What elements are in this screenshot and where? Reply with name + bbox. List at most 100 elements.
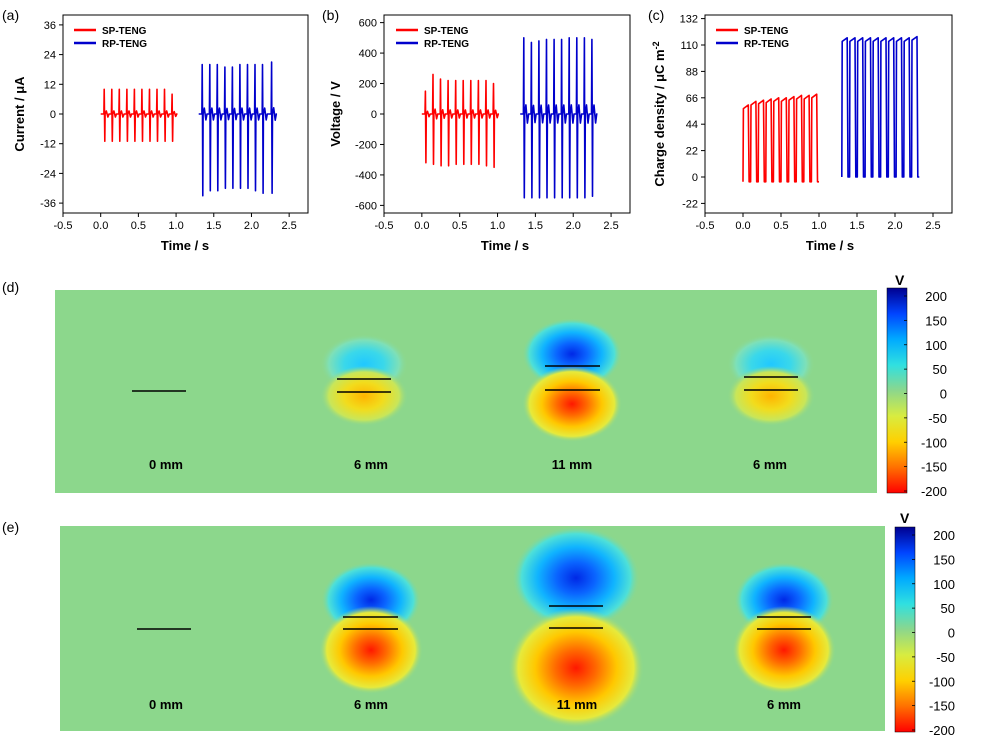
- x-axis-label: Time / s: [806, 238, 854, 253]
- x-tick-label: 1.0: [168, 220, 183, 232]
- colorbar-tick-label: -150: [929, 699, 955, 714]
- colorbar-tick-label: 150: [925, 313, 947, 328]
- y-tick-label: 110: [680, 40, 698, 52]
- y-tick-label: -22: [682, 198, 698, 210]
- y-tick-label: 24: [44, 50, 56, 62]
- y-tick-label: -12: [40, 139, 56, 151]
- series-line-sp-teng: [100, 88, 178, 142]
- colorbar-tick-label: 0: [940, 387, 947, 402]
- current-chart: -0.5 0.0 0.5 1.0 1.5 2.0 2.5 36 24 12 0 -12 -24 -36 S…: [12, 14, 309, 253]
- legend-rp-teng: RP-TENG: [744, 39, 789, 50]
- axis-ticks: -0.5 0.0 0.5 1.0 1.5 2.0 2.5 132 110 88 66 44 22 0 -22: [680, 14, 941, 232]
- x-tick-label: 0.5: [131, 220, 146, 232]
- legend-sp-teng: SP-TENG: [744, 26, 789, 37]
- x-tick-label: 2.5: [925, 220, 940, 232]
- voltage-chart: -0.5 0.0 0.5 1.0 1.5 2.0 2.5 600 400 200 0 -200 -400…: [328, 14, 631, 253]
- x-tick-label: 0.0: [735, 220, 750, 232]
- negative-potential-lobe: [320, 366, 408, 426]
- y-tick-label: -24: [40, 168, 56, 180]
- colorbar-unit: V: [895, 272, 905, 288]
- distance-label: 6 mm: [354, 697, 388, 712]
- series-line-rp-teng: [841, 35, 920, 178]
- y-tick-label: -200: [355, 139, 377, 151]
- colorbar-tick-label: 50: [933, 362, 947, 377]
- colorbar: [886, 287, 908, 494]
- y-tick-label: -36: [40, 198, 56, 210]
- y-tick-label: 600: [359, 18, 377, 30]
- panel-label-c: (c): [648, 7, 664, 23]
- series-line-rp-teng: [520, 37, 598, 199]
- x-axis-label: Time / s: [481, 238, 529, 253]
- colorbar: [894, 526, 916, 733]
- colorbar-tick-label: -200: [921, 484, 947, 499]
- y-tick-label: -600: [355, 200, 377, 212]
- colorbar-tick-label: -50: [928, 411, 947, 426]
- colorbar-tick-label: 0: [948, 626, 955, 641]
- x-tick-label: 2.5: [282, 220, 297, 232]
- y-tick-label: 0: [371, 109, 377, 121]
- colorbar-unit: V: [900, 510, 910, 526]
- negative-potential-lobe: [727, 366, 815, 426]
- series-line-sp-teng: [421, 73, 500, 169]
- distance-label: 11 mm: [557, 697, 597, 712]
- legend-rp-teng: RP-TENG: [424, 39, 469, 50]
- colorbar-tick-label: 50: [941, 601, 955, 616]
- colorbar-tick-label: 100: [925, 338, 947, 353]
- negative-potential-lobe: [319, 606, 423, 694]
- axis-ticks: -0.5 0.0 0.5 1.0 1.5 2.0 2.5 600 400 200 0 -200 -400…: [355, 18, 619, 232]
- y-tick-label: 0: [692, 172, 698, 184]
- potential-map-d: 0 mm 6 mm 11 mm 6 mm V 200 150 100 50 0 -50 -1…: [55, 272, 947, 499]
- distance-label: 6 mm: [354, 457, 388, 472]
- distance-label: 0 mm: [149, 697, 183, 712]
- x-tick-label: -0.5: [375, 220, 394, 232]
- plot-frame: [704, 14, 953, 214]
- y-tick-label: 400: [359, 48, 377, 60]
- legend-rp-teng: RP-TENG: [102, 39, 147, 50]
- negative-potential-lobe: [732, 606, 836, 694]
- y-tick-label: 66: [686, 93, 698, 105]
- x-tick-label: -0.5: [696, 220, 715, 232]
- colorbar-tick-label: 200: [925, 289, 947, 304]
- legend: SP-TENG RP-TENG: [716, 26, 789, 50]
- x-tick-label: 1.5: [206, 220, 221, 232]
- distance-label: 6 mm: [767, 697, 801, 712]
- x-tick-label: 2.0: [244, 220, 259, 232]
- current-series: [100, 61, 278, 197]
- y-axis-label: Voltage / V: [328, 81, 343, 147]
- panel-label-d: (d): [2, 279, 19, 295]
- legend: SP-TENG RP-TENG: [74, 26, 147, 50]
- legend-sp-teng: SP-TENG: [102, 26, 147, 37]
- colorbar-tick-label: -50: [936, 650, 955, 665]
- colorbar-tick-label: 100: [933, 577, 955, 592]
- charge-series: [742, 35, 920, 183]
- negative-potential-lobe: [522, 366, 622, 442]
- series-line-sp-teng: [742, 93, 819, 183]
- legend: SP-TENG RP-TENG: [396, 26, 469, 50]
- y-tick-label: 88: [686, 66, 698, 78]
- colorbar-tick-label: 200: [933, 528, 955, 543]
- y-tick-label: 36: [44, 20, 56, 32]
- x-tick-label: 0.5: [773, 220, 788, 232]
- colorbar-ticks: 200 150 100 50 0 -50 -100 -150 -200: [904, 289, 947, 499]
- y-axis-label: Current / μA: [12, 76, 27, 152]
- colorbar-ticks: 200 150 100 50 0 -50 -100 -150 -200: [912, 528, 955, 738]
- axis-ticks: -0.5 0.0 0.5 1.0 1.5 2.0 2.5 36 24 12 0 -12 -24 -36: [40, 20, 297, 232]
- distance-label: 0 mm: [149, 457, 183, 472]
- distance-label: 6 mm: [753, 457, 787, 472]
- y-tick-label: 22: [686, 146, 698, 158]
- x-tick-label: 2.0: [566, 220, 581, 232]
- x-tick-label: 0.0: [414, 220, 429, 232]
- colorbar-tick-label: -150: [921, 460, 947, 475]
- panel-label-e: (e): [2, 519, 19, 535]
- x-tick-label: 0.5: [452, 220, 467, 232]
- x-tick-label: 0.0: [93, 220, 108, 232]
- distance-label: 11 mm: [552, 457, 592, 472]
- y-axis-label: Charge density / μC m-2: [651, 41, 667, 186]
- x-tick-label: 1.0: [490, 220, 505, 232]
- colorbar-tick-label: -200: [929, 723, 955, 738]
- legend-sp-teng: SP-TENG: [424, 26, 469, 37]
- potential-map-e: 0 mm 6 mm 11 mm 6 mm V 200 150 100 50 0 -50 -1…: [60, 510, 955, 738]
- positive-potential-lobe: [512, 526, 640, 630]
- y-tick-label: 0: [50, 109, 56, 121]
